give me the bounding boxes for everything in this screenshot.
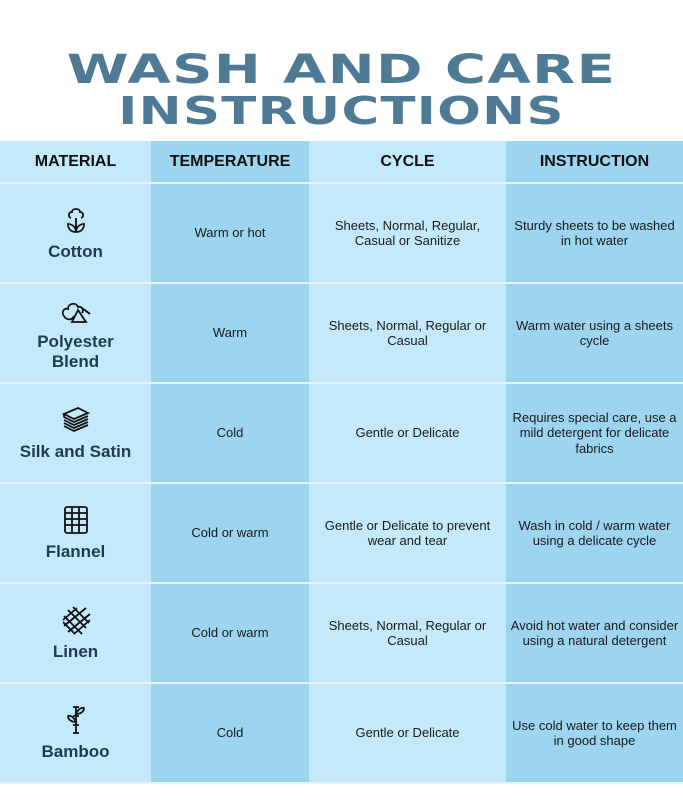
title-line-1: WASH AND CARE <box>66 47 617 93</box>
material-cell: Cotton <box>0 184 151 282</box>
table-row: Linen Cold or warm Sheets, Normal, Regul… <box>0 584 683 684</box>
material-name: Flannel <box>45 542 106 561</box>
table-row: Bamboo Cold Gentle or Delicate Use cold … <box>0 684 683 784</box>
cycle-cell: Sheets, Normal, Regular or Casual <box>309 584 506 682</box>
header-temperature: TEMPERATURE <box>151 141 309 182</box>
material-cell: Polyester Blend <box>0 284 151 382</box>
plaid-grid-icon <box>60 504 92 536</box>
woven-threads-icon <box>60 604 92 636</box>
material-cell: Silk and Satin <box>0 384 151 482</box>
instruction-cell: Sturdy sheets to be washed in hot water <box>506 184 683 282</box>
material-name: Silk and Satin <box>19 442 132 461</box>
cotton-flower-icon <box>60 204 92 236</box>
cycle-cell: Sheets, Normal, Regular, Casual or Sanit… <box>309 184 506 282</box>
table-row: Polyester Blend Warm Sheets, Normal, Reg… <box>0 284 683 384</box>
bamboo-stalk-icon <box>60 704 92 736</box>
material-cell: Flannel <box>0 484 151 582</box>
material-name: Cotton <box>48 242 103 261</box>
table-row: Cotton Warm or hot Sheets, Normal, Regul… <box>0 184 683 284</box>
instruction-cell: Avoid hot water and consider using a nat… <box>506 584 683 682</box>
temperature-cell: Warm or hot <box>151 184 309 282</box>
header-material: MATERIAL <box>0 141 151 182</box>
polyester-shapes-icon <box>60 294 92 326</box>
cycle-cell: Gentle or Delicate <box>309 684 506 782</box>
table-row: Flannel Cold or warm Gentle or Delicate … <box>0 484 683 584</box>
material-cell: Linen <box>0 584 151 682</box>
instruction-cell: Requires special care, use a mild deterg… <box>506 384 683 482</box>
instruction-cell: Wash in cold / warm water using a delica… <box>506 484 683 582</box>
temperature-cell: Cold <box>151 384 309 482</box>
folded-fabric-stack-icon <box>60 404 92 436</box>
instruction-cell: Use cold water to keep them in good shap… <box>506 684 683 782</box>
header-cycle: CYCLE <box>309 141 506 182</box>
care-table: MATERIAL TEMPERATURE CYCLE INSTRUCTION C… <box>0 141 683 784</box>
temperature-cell: Cold or warm <box>151 584 309 682</box>
temperature-cell: Cold <box>151 684 309 782</box>
title-line-2: INSTRUCTIONS <box>118 89 565 133</box>
temperature-cell: Cold or warm <box>151 484 309 582</box>
cycle-cell: Sheets, Normal, Regular or Casual <box>309 284 506 382</box>
header-row: MATERIAL TEMPERATURE CYCLE INSTRUCTION <box>0 141 683 184</box>
material-cell: Bamboo <box>0 684 151 782</box>
header-instruction: INSTRUCTION <box>506 141 683 182</box>
material-name: Linen <box>52 642 99 661</box>
temperature-cell: Warm <box>151 284 309 382</box>
cycle-cell: Gentle or Delicate to prevent wear and t… <box>309 484 506 582</box>
material-name: Polyester Blend <box>37 332 114 371</box>
instruction-cell: Warm water using a sheets cycle <box>506 284 683 382</box>
material-name: Bamboo <box>41 742 110 761</box>
table-row: Silk and Satin Cold Gentle or Delicate R… <box>0 384 683 484</box>
cycle-cell: Gentle or Delicate <box>309 384 506 482</box>
